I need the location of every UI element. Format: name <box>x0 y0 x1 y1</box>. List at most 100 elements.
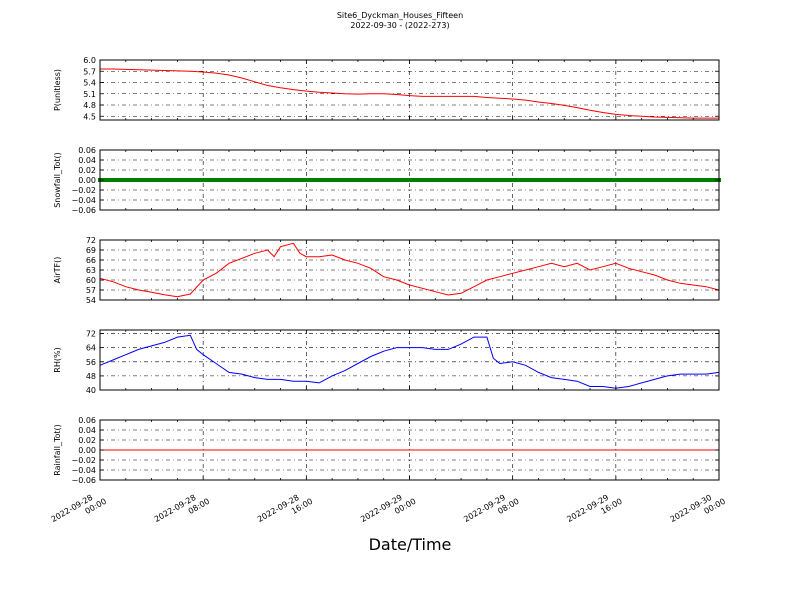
data-point <box>172 178 177 182</box>
data-point <box>268 178 273 182</box>
data-point <box>417 178 422 182</box>
data-point <box>359 178 364 182</box>
data-point <box>304 178 309 182</box>
data-point <box>533 178 538 182</box>
data-point <box>633 178 638 182</box>
data-point <box>481 178 486 182</box>
y-tick-label: 72 <box>86 236 96 245</box>
x-axis-label: Date/Time <box>369 535 452 554</box>
y-tick-label: −0.06 <box>71 476 96 485</box>
data-point <box>459 178 464 182</box>
y-tick-label: 0.04 <box>78 156 96 165</box>
data-point <box>349 178 354 182</box>
y-tick-label: 57 <box>86 286 96 295</box>
data-point <box>681 178 686 182</box>
data-point <box>517 178 522 182</box>
data-point <box>188 178 193 182</box>
data-point <box>314 178 319 182</box>
y-axis-label: Snowfall_Tot() <box>53 152 62 208</box>
data-point <box>143 178 148 182</box>
y-tick-label: 0.06 <box>78 416 96 425</box>
data-point <box>204 178 209 182</box>
data-point <box>249 178 254 182</box>
data-point <box>613 178 618 182</box>
data-point <box>368 178 373 182</box>
y-tick-label: 6.0 <box>83 56 96 65</box>
data-point <box>110 178 115 182</box>
x-tick-label: 2022-09-2816:00 <box>256 488 314 533</box>
data-point <box>372 178 377 182</box>
data-point <box>710 178 715 182</box>
data-point <box>346 178 351 182</box>
data-point <box>307 178 312 182</box>
data-point <box>494 178 499 182</box>
y-axis-label: RH(%) <box>53 347 62 372</box>
y-axis-label: Rainfall_Tot() <box>53 424 62 476</box>
series-line <box>99 242 720 298</box>
data-point <box>604 178 609 182</box>
data-point <box>394 178 399 182</box>
data-point <box>559 178 564 182</box>
data-point <box>104 178 109 182</box>
data-point <box>662 178 667 182</box>
data-point <box>607 178 612 182</box>
data-point <box>446 178 451 182</box>
data-point <box>555 178 560 182</box>
data-point <box>355 178 360 182</box>
y-tick-label: 0.00 <box>78 446 96 455</box>
data-point <box>278 178 283 182</box>
data-point <box>704 178 709 182</box>
data-point <box>243 178 248 182</box>
data-point <box>149 178 154 182</box>
data-point <box>262 178 267 182</box>
data-point <box>191 178 196 182</box>
data-point <box>523 178 528 182</box>
data-point <box>442 178 447 182</box>
data-point <box>565 178 570 182</box>
data-point <box>491 178 496 182</box>
data-point <box>265 178 270 182</box>
data-point <box>671 178 676 182</box>
data-point <box>178 178 183 182</box>
data-point <box>568 178 573 182</box>
x-tick-label: 2022-09-2808:00 <box>153 488 211 533</box>
data-point <box>323 178 328 182</box>
data-point <box>588 178 593 182</box>
y-tick-label: −0.04 <box>71 466 96 475</box>
data-point <box>578 178 583 182</box>
data-point <box>401 178 406 182</box>
y-tick-label: 48 <box>86 372 96 381</box>
series-line <box>100 68 719 119</box>
y-tick-label: 0.06 <box>78 146 96 155</box>
data-point <box>214 178 219 182</box>
data-point <box>649 178 654 182</box>
data-point <box>626 178 631 182</box>
y-tick-label: −0.06 <box>71 206 96 215</box>
data-point <box>691 178 696 182</box>
data-point <box>526 178 531 182</box>
data-point <box>475 178 480 182</box>
data-point <box>230 178 235 182</box>
y-axis-label: P(unitless) <box>53 69 62 111</box>
data-point <box>600 178 605 182</box>
data-point <box>542 178 547 182</box>
data-point <box>388 178 393 182</box>
data-point <box>426 178 431 182</box>
data-point <box>478 178 483 182</box>
data-point <box>284 178 289 182</box>
data-point <box>217 178 222 182</box>
y-tick-label: 64 <box>86 344 96 353</box>
data-point <box>462 178 467 182</box>
data-point <box>420 178 425 182</box>
data-point <box>597 178 602 182</box>
data-point <box>488 178 493 182</box>
data-point <box>317 178 322 182</box>
y-tick-label: 40 <box>86 386 96 395</box>
data-point <box>391 178 396 182</box>
x-tick-label: 2022-09-2908:00 <box>462 488 520 533</box>
data-point <box>384 178 389 182</box>
data-point <box>156 178 161 182</box>
data-point <box>130 178 135 182</box>
data-point <box>465 178 470 182</box>
data-point <box>697 178 702 182</box>
